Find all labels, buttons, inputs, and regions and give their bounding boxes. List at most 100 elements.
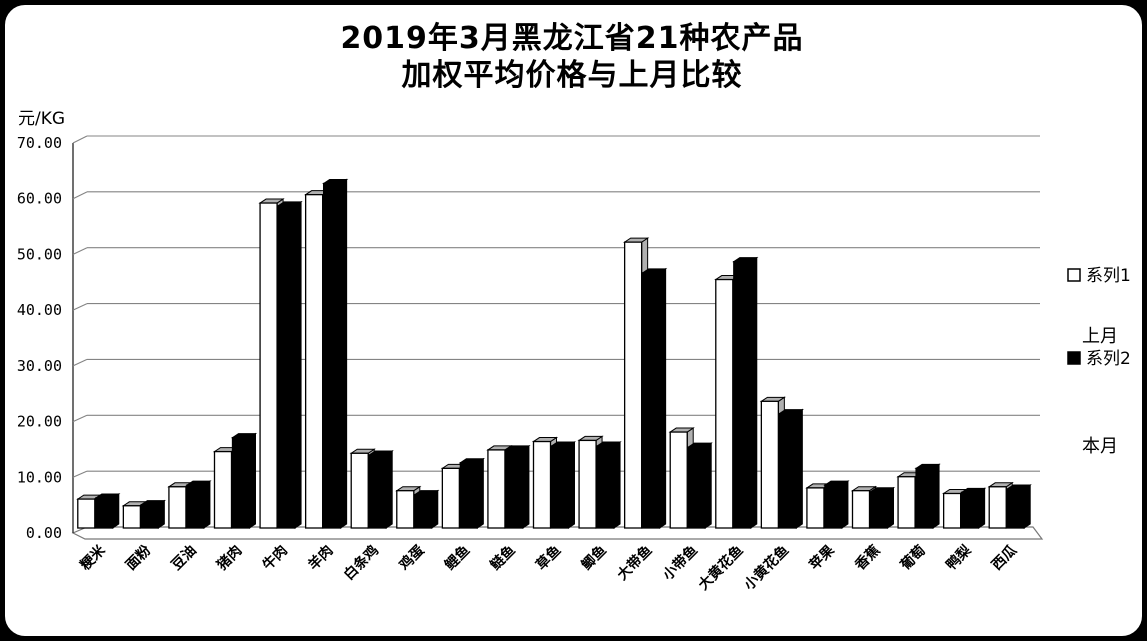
bar-series2-cat8 bbox=[413, 489, 440, 529]
plot-area: 0.0010.0020.0030.0040.0050.0060.0070.00粳… bbox=[17, 134, 1044, 593]
bar-series2-cat19-front-face bbox=[915, 467, 934, 529]
bar-series2-cat16-front-face bbox=[778, 412, 798, 529]
bar-group-cat13 bbox=[622, 237, 668, 529]
bar-series2-cat5-side-face bbox=[294, 200, 302, 529]
bar-series2-cat10-side-face bbox=[522, 444, 530, 529]
bar-series2-cat13-side-face bbox=[659, 267, 667, 529]
bar-series2-cat7-front-face bbox=[368, 454, 387, 529]
bar-series2-cat10 bbox=[504, 444, 531, 529]
chart-title-line1: 2019年3月黑龙江省21种农产品 bbox=[340, 21, 803, 56]
bar-group-cat16 bbox=[759, 396, 805, 529]
bar-series2-cat2-front-face bbox=[140, 504, 160, 529]
bar-series2-cat9 bbox=[458, 457, 486, 529]
bar-series2-cat18-front-face bbox=[869, 491, 889, 529]
bar-series2-cat17-front-face bbox=[824, 484, 843, 529]
bar-group-cat17 bbox=[805, 480, 850, 529]
legend-annotation-last-month: 上月 bbox=[1082, 326, 1118, 347]
bar-series2-cat11 bbox=[549, 441, 577, 529]
bar-group-cat1 bbox=[76, 493, 121, 529]
bar-series2-cat20-front-face bbox=[960, 491, 980, 529]
bar-series2-cat11-side-face bbox=[568, 441, 575, 529]
y-axis-tick-label: 40.00 bbox=[17, 301, 62, 319]
bar-series1-cat5-front-face bbox=[259, 202, 278, 529]
bar-series1-cat6-front-face bbox=[304, 193, 324, 529]
bar-series2-cat6-side-face bbox=[340, 178, 348, 529]
bar-series1-cat7-front-face bbox=[350, 452, 369, 529]
y-axis-tick-label: 20.00 bbox=[17, 413, 62, 431]
bar-series2-cat4-side-face bbox=[249, 432, 256, 529]
bar-series2-cat19-side-face bbox=[932, 463, 940, 529]
bar-series1-cat15-front-face bbox=[715, 278, 734, 529]
bar-group-cat7 bbox=[349, 448, 394, 529]
chart-floor bbox=[71, 526, 1044, 540]
bar-series2-cat7-side-face bbox=[385, 450, 393, 529]
bar-series2-cat14 bbox=[686, 442, 713, 529]
bar-group-cat6 bbox=[303, 178, 349, 529]
bar-series2-cat16 bbox=[777, 408, 805, 529]
bar-series2-cat18-side-face bbox=[887, 486, 894, 529]
bar-series1-cat16-front-face bbox=[760, 400, 780, 529]
legend: 系列1 上月 系列2 本月 bbox=[1067, 266, 1131, 457]
gridline-side-tick bbox=[72, 470, 88, 478]
bar-group-cat10 bbox=[486, 444, 531, 529]
bar-series1-cat2-front-face bbox=[122, 505, 142, 529]
y-axis-tick-label: 50.00 bbox=[17, 245, 62, 263]
bar-group-cat3 bbox=[167, 480, 212, 529]
bar-series1-cat20-front-face bbox=[942, 492, 962, 529]
bar-series1-cat17-front-face bbox=[806, 487, 825, 529]
bar-series2-cat12 bbox=[595, 441, 622, 529]
bar-group-cat4 bbox=[212, 432, 258, 529]
bar-series2-cat13 bbox=[640, 267, 668, 529]
bar-series1-cat14-front-face bbox=[669, 431, 688, 529]
bar-series2-cat19 bbox=[914, 463, 941, 529]
bar-series2-cat1 bbox=[94, 493, 121, 529]
bar-series2-cat3-front-face bbox=[186, 484, 205, 529]
bar-series2-cat11-front-face bbox=[550, 445, 570, 529]
bar-series2-cat12-side-face bbox=[613, 441, 621, 529]
bar-series2-cat17-side-face bbox=[841, 480, 849, 529]
bar-series2-cat1-side-face bbox=[112, 493, 120, 529]
bar-series1-cat18-front-face bbox=[851, 490, 871, 529]
bar-series2-cat8-side-face bbox=[431, 489, 439, 529]
bar-series2-cat16-side-face bbox=[795, 408, 803, 529]
legend-annotation-this-month: 本月 bbox=[1082, 436, 1118, 457]
bar-group-cat20 bbox=[941, 487, 987, 529]
bar-series2-cat17 bbox=[823, 480, 850, 529]
bar-series2-cat2-side-face bbox=[157, 499, 165, 529]
gridline-side-tick bbox=[72, 191, 88, 200]
bar-series2-cat21-side-face bbox=[1023, 484, 1031, 529]
bar-series1-cat9-front-face bbox=[441, 467, 461, 529]
bar-series2-cat10-front-face bbox=[505, 449, 524, 529]
bar-series2-cat15-front-face bbox=[733, 261, 752, 529]
bar-group-cat2 bbox=[121, 499, 167, 529]
bar-series2-cat3-side-face bbox=[203, 480, 211, 529]
gridline-side-tick bbox=[72, 303, 88, 311]
bar-series1-cat1-front-face bbox=[77, 498, 96, 529]
y-axis-tick-label: 60.00 bbox=[17, 190, 62, 208]
bar-series2-cat20 bbox=[959, 487, 987, 529]
legend-series2-label: 系列2 bbox=[1086, 349, 1131, 369]
bar-series2-cat9-side-face bbox=[476, 457, 484, 529]
gridline-side-tick bbox=[72, 358, 88, 367]
gridline-side-tick bbox=[72, 414, 88, 423]
bar-series2-cat12-front-face bbox=[596, 445, 615, 529]
gridline-side-tick bbox=[72, 247, 88, 255]
bar-group-cat18 bbox=[850, 485, 896, 529]
bar-series2-cat14-front-face bbox=[687, 446, 706, 529]
bar-series2-cat18 bbox=[868, 486, 896, 529]
bar-series2-cat21 bbox=[1005, 484, 1032, 529]
bar-series1-cat19-front-face bbox=[897, 476, 916, 529]
bar-group-cat11 bbox=[531, 436, 577, 529]
bar-series2-cat6 bbox=[321, 178, 349, 529]
bar-series1-cat3-front-face bbox=[168, 486, 187, 529]
legend-series2-swatch bbox=[1067, 351, 1081, 365]
bar-series2-cat7 bbox=[367, 450, 394, 529]
bar-group-cat8 bbox=[395, 485, 440, 529]
bar-series2-cat21-front-face bbox=[1006, 488, 1025, 529]
bar-series2-cat5 bbox=[276, 200, 303, 529]
bar-series2-cat4 bbox=[230, 432, 258, 529]
bar-series2-cat4-front-face bbox=[231, 436, 251, 529]
bar-series1-cat13-front-face bbox=[623, 241, 643, 529]
